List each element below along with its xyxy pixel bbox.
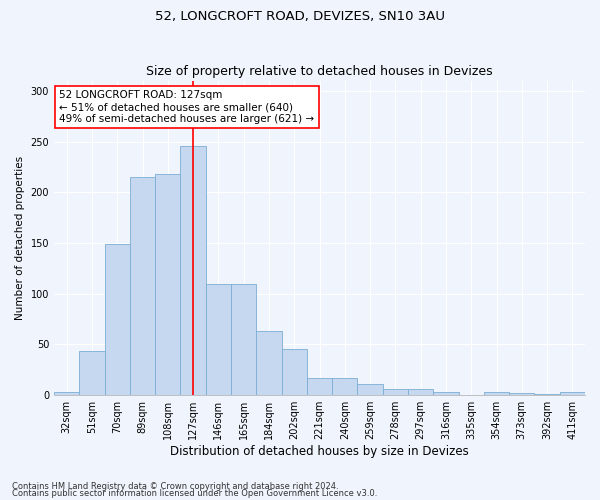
Text: Contains public sector information licensed under the Open Government Licence v3: Contains public sector information licen…: [12, 489, 377, 498]
Bar: [181, 146, 206, 394]
Bar: [358, 384, 383, 394]
Bar: [206, 284, 231, 395]
Y-axis label: Number of detached properties: Number of detached properties: [15, 156, 25, 320]
Bar: [509, 392, 535, 394]
Bar: [155, 174, 181, 394]
Title: Size of property relative to detached houses in Devizes: Size of property relative to detached ho…: [146, 66, 493, 78]
Bar: [408, 388, 433, 394]
X-axis label: Distribution of detached houses by size in Devizes: Distribution of detached houses by size …: [170, 444, 469, 458]
Bar: [484, 392, 509, 394]
Bar: [54, 392, 79, 394]
Bar: [104, 244, 130, 394]
Text: 52, LONGCROFT ROAD, DEVIZES, SN10 3AU: 52, LONGCROFT ROAD, DEVIZES, SN10 3AU: [155, 10, 445, 23]
Bar: [130, 177, 155, 394]
Bar: [433, 392, 458, 394]
Bar: [307, 378, 332, 394]
Bar: [79, 351, 104, 395]
Bar: [383, 388, 408, 394]
Bar: [231, 284, 256, 395]
Bar: [560, 392, 585, 394]
Text: 52 LONGCROFT ROAD: 127sqm
← 51% of detached houses are smaller (640)
49% of semi: 52 LONGCROFT ROAD: 127sqm ← 51% of detac…: [59, 90, 314, 124]
Bar: [332, 378, 358, 394]
Bar: [281, 349, 307, 395]
Bar: [256, 331, 281, 394]
Text: Contains HM Land Registry data © Crown copyright and database right 2024.: Contains HM Land Registry data © Crown c…: [12, 482, 338, 491]
